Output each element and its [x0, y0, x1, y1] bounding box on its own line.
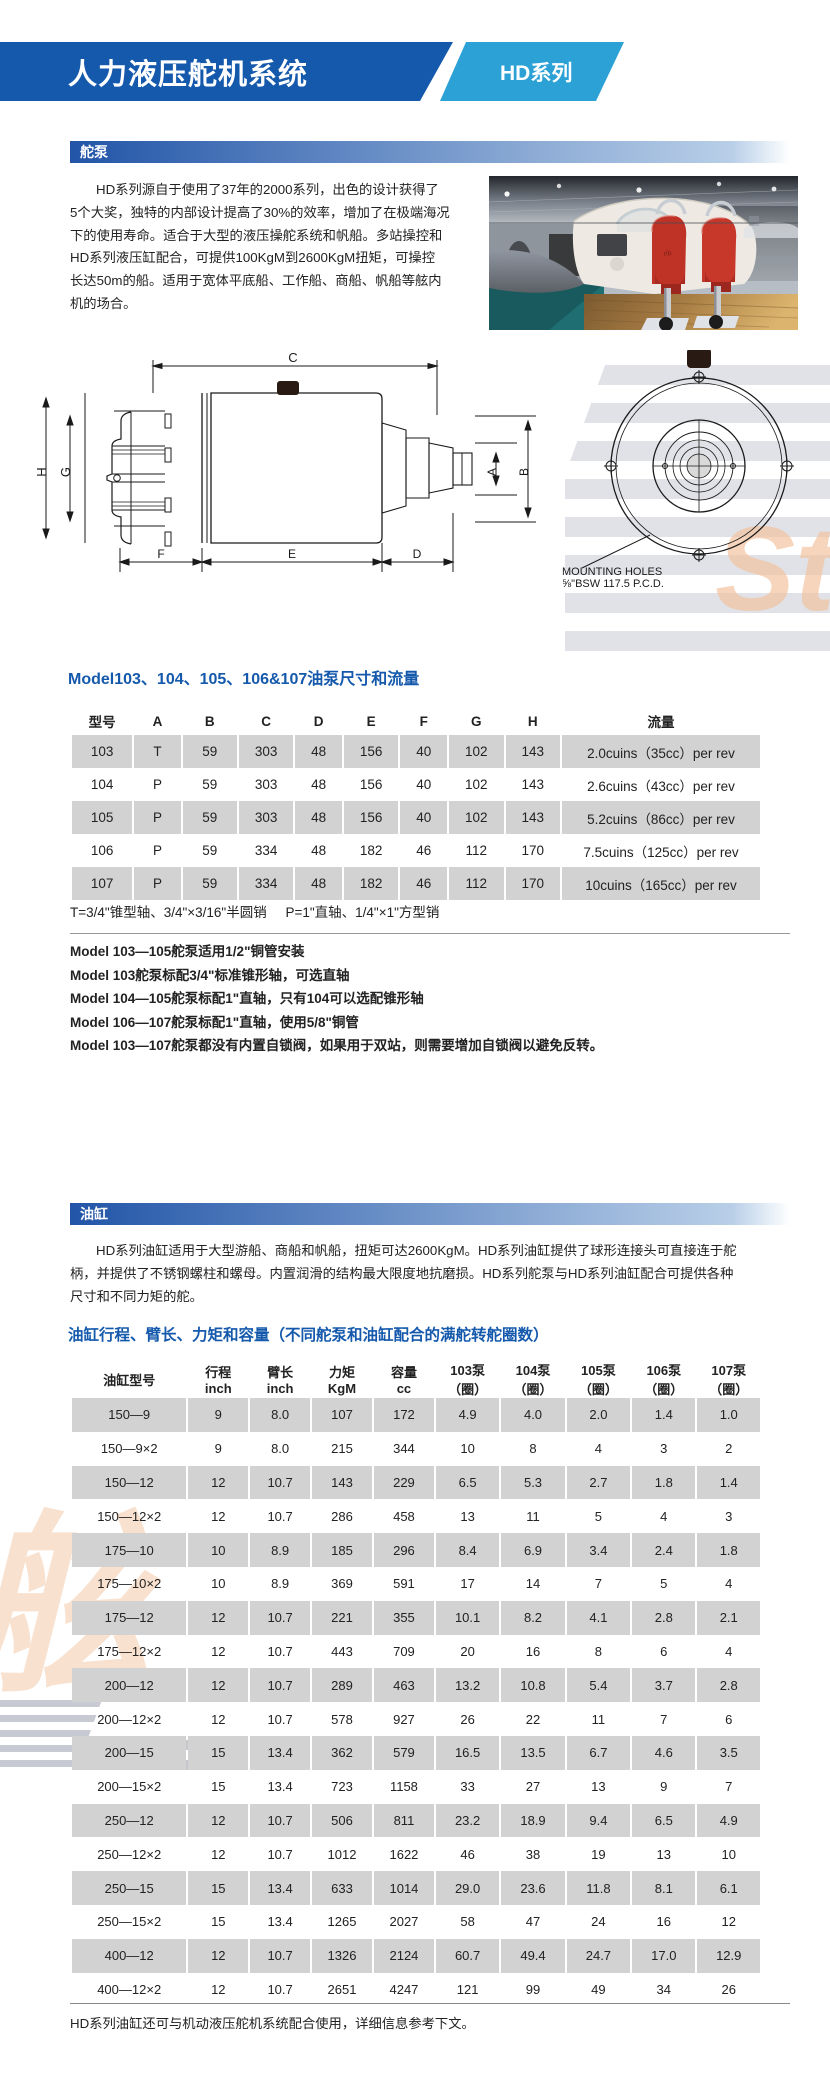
svg-text:B: B	[517, 468, 531, 476]
svg-text:F: F	[157, 547, 164, 561]
svg-text:A: A	[485, 468, 499, 476]
svg-text:E: E	[288, 547, 296, 561]
svg-text:⅝"BSW 117.5 P.C.D.: ⅝"BSW 117.5 P.C.D.	[562, 578, 664, 590]
svg-text:rib: rib	[663, 250, 672, 258]
svg-text:G: G	[58, 467, 73, 477]
svg-text:D: D	[413, 547, 422, 561]
svg-text:H: H	[34, 467, 49, 476]
svg-text:C: C	[288, 350, 297, 365]
svg-text:MOUNTING HOLES: MOUNTING HOLES	[562, 566, 662, 578]
